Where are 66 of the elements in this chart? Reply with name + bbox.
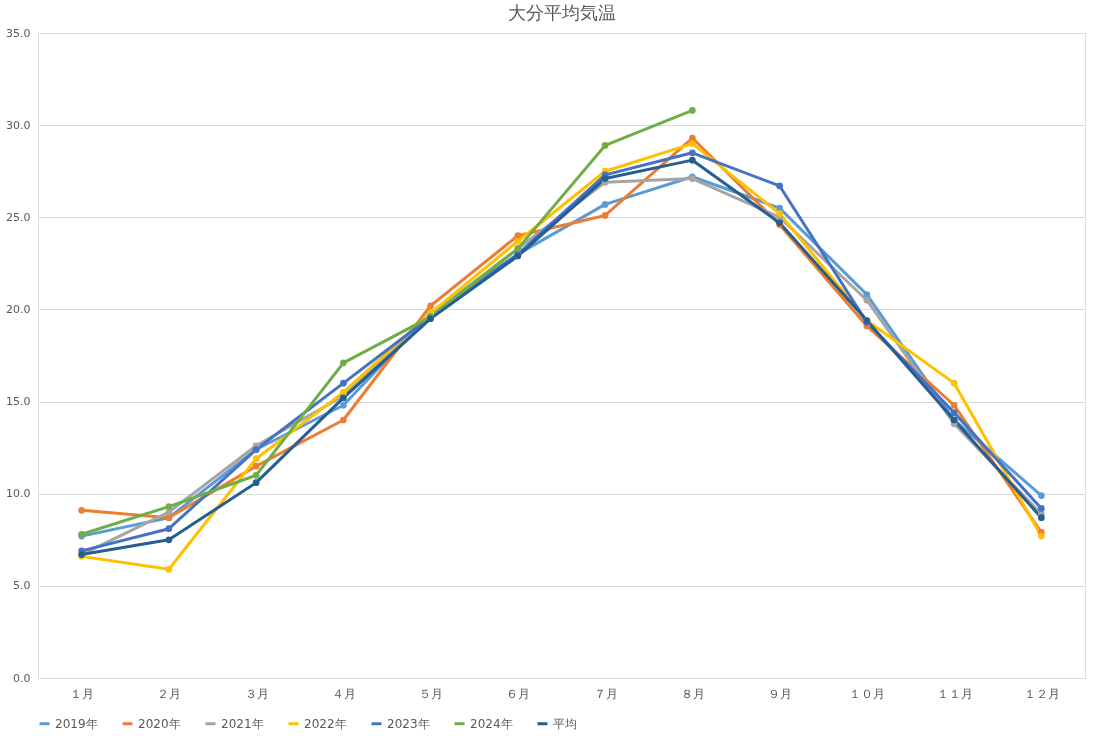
x-tick-label: ８月: [680, 686, 705, 701]
y-tick-label: 30.0: [6, 118, 31, 132]
y-tick-label: 0.0: [13, 671, 31, 685]
point: [1038, 514, 1045, 522]
y-tick-label: 15.0: [6, 395, 31, 409]
y-tick-label: 5.0: [13, 579, 31, 593]
point: [340, 379, 347, 387]
x-tick-label: １２月: [1023, 686, 1060, 701]
point: [1038, 505, 1045, 512]
x-tick-label: ２月: [157, 686, 182, 701]
x-tick-label: １０月: [849, 686, 886, 701]
point: [601, 201, 609, 208]
x-tick-label: ３月: [244, 686, 269, 701]
point: [1038, 532, 1045, 540]
point: [340, 416, 347, 424]
x-tick-label: ９月: [768, 686, 793, 701]
y-tick-label: 10.0: [6, 487, 31, 501]
chart-title: 大分平均気温: [507, 2, 616, 23]
point: [776, 204, 783, 212]
point: [340, 359, 347, 367]
point: [427, 302, 434, 310]
x-tick-label: ４月: [331, 686, 356, 701]
point: [689, 156, 696, 164]
legend-label: 2022年: [304, 716, 347, 731]
point: [1038, 492, 1045, 499]
point: [601, 212, 609, 219]
point: [165, 565, 173, 573]
point: [601, 175, 609, 182]
point: [78, 506, 85, 514]
point: [689, 107, 696, 114]
legend-label: 2024年: [470, 716, 513, 731]
x-tick-label: ５月: [419, 686, 444, 701]
point: [950, 379, 958, 387]
point: [776, 210, 783, 217]
point: [776, 182, 783, 190]
point: [689, 134, 696, 142]
point: [252, 455, 260, 463]
point: [863, 296, 871, 304]
x-tick-label: １１月: [936, 686, 973, 701]
point: [252, 479, 260, 486]
legend-label: 2019年: [55, 716, 98, 731]
point: [340, 401, 347, 409]
x-tick-label: ７月: [593, 686, 618, 701]
legend-label: 2023年: [387, 716, 430, 731]
point: [165, 536, 173, 544]
point: [252, 471, 260, 479]
point: [514, 232, 522, 240]
legend-label: 2020年: [138, 716, 181, 731]
point: [863, 291, 871, 299]
point: [252, 462, 260, 470]
point: [689, 149, 696, 157]
point: [165, 503, 173, 510]
y-tick-label: 25.0: [6, 210, 31, 224]
point: [601, 142, 609, 149]
point: [514, 237, 522, 245]
point: [340, 389, 347, 396]
x-tick-label: １月: [70, 686, 95, 701]
legend-label: 2021年: [221, 716, 264, 731]
legend-label: 平均: [553, 716, 577, 731]
point: [165, 525, 173, 533]
point: [689, 140, 696, 147]
y-tick-label: 20.0: [6, 302, 31, 316]
y-tick-label: 35.0: [6, 26, 31, 40]
point: [950, 401, 958, 409]
point: [950, 409, 958, 416]
x-tick-label: ６月: [506, 686, 531, 701]
